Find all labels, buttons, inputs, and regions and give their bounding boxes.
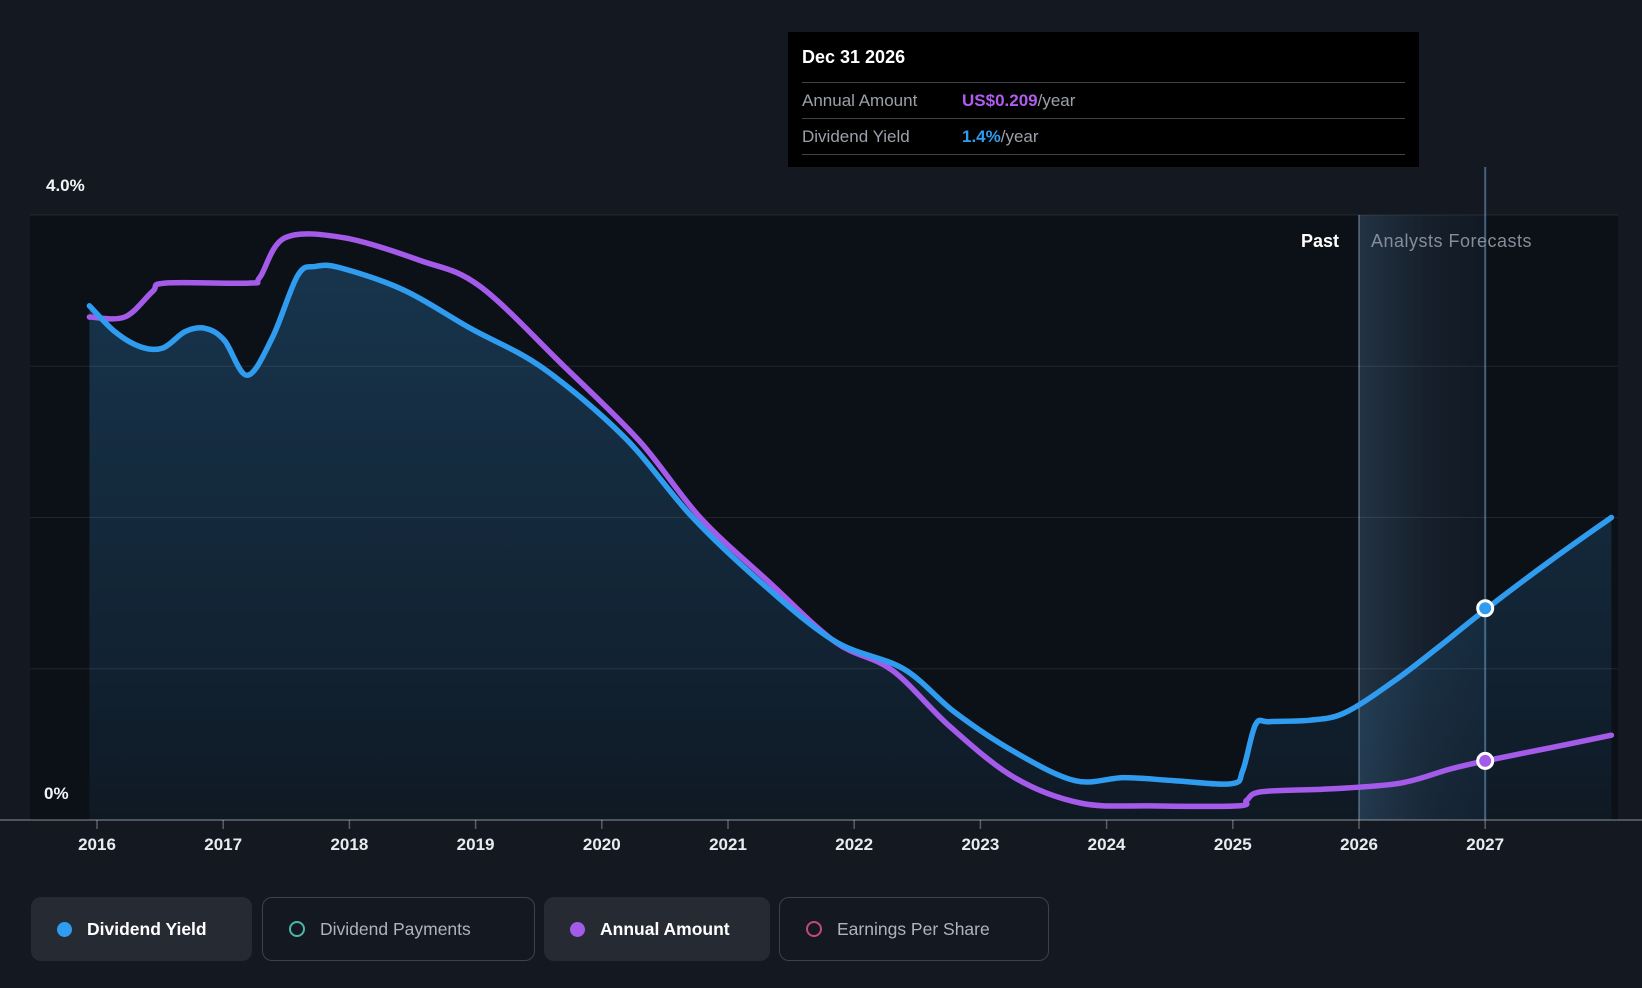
- x-axis-label-2020: 2020: [582, 835, 621, 854]
- legend-ring-icon: [289, 921, 305, 937]
- legend-item-annual-amount[interactable]: Annual Amount: [544, 897, 770, 961]
- gridlines: [30, 214, 1618, 670]
- marker-dividend-yield[interactable]: [1476, 599, 1495, 618]
- dividend-yield-line[interactable]: [86, 262, 1615, 787]
- hover-tooltip: Dec 31 2026 Annual Amount US$0.209 /year…: [788, 32, 1419, 167]
- legend-item-label: Earnings Per Share: [837, 918, 990, 939]
- x-axis-label-2026: 2026: [1340, 835, 1378, 854]
- past-region-label: Past: [1300, 231, 1339, 251]
- tooltip-label: Dividend Yield: [802, 126, 910, 146]
- y-axis-zero-label: 0%: [44, 784, 69, 803]
- legend-item-dividend-yield[interactable]: Dividend Yield: [31, 897, 252, 961]
- legend-item-dividend-payments[interactable]: Dividend Payments: [262, 897, 535, 961]
- y-axis-top-label: 4.0%: [46, 176, 85, 195]
- legend-filled-dot-icon: [57, 921, 72, 937]
- x-axis-label-2018: 2018: [330, 835, 369, 854]
- legend-item-label: Dividend Payments: [320, 918, 471, 939]
- x-axis-label-2019: 2019: [456, 835, 495, 854]
- legend-filled-dot-icon: [570, 921, 585, 937]
- legend-item-label: Dividend Yield: [87, 918, 207, 939]
- dividend-yield-area-fill: [89, 265, 1612, 820]
- x-axis-label-2017: 2017: [204, 835, 243, 854]
- tooltip-value: 1.4%: [962, 126, 1001, 146]
- legend-item-label: Annual Amount: [600, 918, 730, 939]
- legend-item-earnings-per-share[interactable]: Earnings Per Share: [779, 897, 1049, 961]
- x-axis-label-2027: 2027: [1466, 835, 1505, 854]
- tooltip-label: Annual Amount: [802, 90, 918, 110]
- tooltip-row-dividend-yield: Dividend Yield 1.4% /year: [802, 119, 1405, 155]
- analysts-forecasts-label: Analysts Forecasts: [1371, 231, 1533, 251]
- x-axis-label-2021: 2021: [709, 835, 747, 854]
- x-axis-ticks: [96, 820, 1486, 829]
- x-axis-label-2023: 2023: [961, 835, 1000, 854]
- tooltip-row-annual-amount: Annual Amount US$0.209 /year: [802, 83, 1405, 119]
- x-axis-label-2022: 2022: [835, 835, 874, 854]
- legend-ring-icon: [806, 921, 822, 937]
- tooltip-date: Dec 31 2026: [802, 32, 1405, 83]
- tooltip-value-suffix: /year: [1000, 126, 1039, 146]
- x-axis-label-2025: 2025: [1213, 835, 1252, 854]
- marker-annual-amount[interactable]: [1476, 751, 1495, 770]
- tooltip-value-suffix: /year: [1037, 90, 1076, 110]
- tooltip-value: US$0.209: [962, 90, 1038, 110]
- x-axis-label-2024: 2024: [1087, 835, 1126, 854]
- x-axis-label-2016: 2016: [78, 835, 116, 854]
